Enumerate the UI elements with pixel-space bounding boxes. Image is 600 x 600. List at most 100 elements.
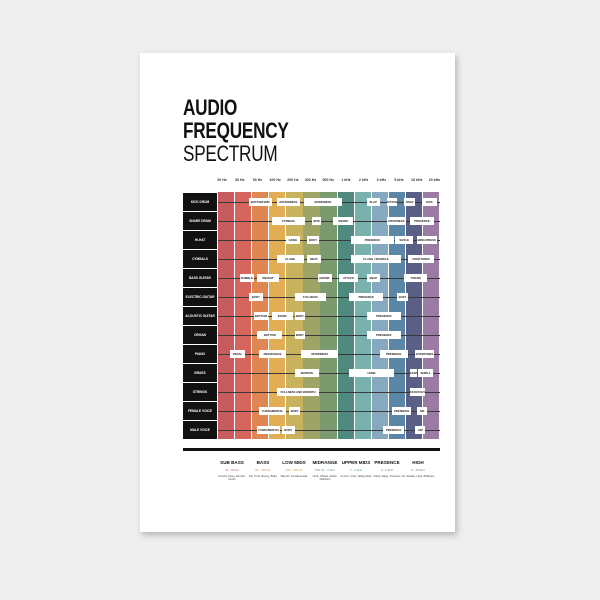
frequency-tick-label: 20 Hz xyxy=(217,178,227,182)
frequency-range-block: Growl xyxy=(317,273,332,282)
frequency-range-block: Crispness xyxy=(386,216,407,225)
instrument-label: Female Voice xyxy=(183,401,217,420)
frequency-range-block: Presence xyxy=(366,330,401,339)
row-line xyxy=(218,372,440,374)
frequency-range-block: Body xyxy=(282,425,295,434)
poster: AUDIO FREQUENCY SPECTRUM 20 Hz 30 Hz 50 Hz… xyxy=(140,53,455,532)
frequency-band: MIDRANGE 500 Hz - 2 kHz Honk, Whack, Attac… xyxy=(308,460,342,482)
frequency-range-block: Overtones xyxy=(414,349,435,358)
frequency-range-block: Overtones xyxy=(407,254,435,263)
band-description: Clarity, Edge, Presence xyxy=(373,475,401,478)
frequency-band: HIGH 6 - 20 kHz Air, Sparkle, Light, Brill… xyxy=(401,460,435,478)
instrument-label: Acoustic Guitar xyxy=(183,306,217,325)
instrument-label: Organ xyxy=(183,325,217,344)
row-line xyxy=(218,296,440,298)
frequency-range-block: Scratchy xyxy=(409,387,426,396)
frequency-range-block: Boom xyxy=(271,311,293,320)
band-name: HIGH xyxy=(412,460,424,465)
band-description: Punchy, Deep, Rumble, Depth xyxy=(218,475,246,482)
frequency-range-block: Body xyxy=(294,311,306,320)
instrument-label: Strings xyxy=(183,382,217,401)
frequency-range-block: Presence xyxy=(409,216,435,225)
band-description: Warmth, Fundamentals xyxy=(280,475,308,478)
frequency-tick-label: 2 kHz xyxy=(358,178,369,182)
frequency-range-block: Buzz xyxy=(397,292,408,301)
frequency-range-block: Presence xyxy=(382,425,405,434)
frequency-range-block: Air xyxy=(416,406,428,415)
frequency-tick-label: 10 kHz xyxy=(410,178,423,182)
frequency-range-block: Bottom End xyxy=(248,197,272,206)
frequency-range-block: Fullness and Warmth xyxy=(276,387,320,396)
frequency-chart: 20 Hz 30 Hz 50 Hz 100 Hz 200 Hz 300 Hz 500 Hz 1… xyxy=(183,178,440,448)
frequency-tick-label: 50 Hz xyxy=(252,178,263,182)
frequency-range-block: Warmth xyxy=(294,368,320,377)
frequency-range-block: Honk xyxy=(349,368,394,377)
band-name: BASS xyxy=(256,460,270,465)
frequency-tick-label: 200 Hz xyxy=(287,178,299,182)
band-name: LOW MIDS xyxy=(282,460,306,465)
row-line xyxy=(218,429,440,431)
frequency-band: BASS 60 - 250 Hz Fat, Thud, Boomy, Bulky xyxy=(246,460,280,478)
row-line xyxy=(218,391,440,393)
frequency-range-block: Shrill xyxy=(418,368,433,377)
row-line xyxy=(218,258,440,260)
frequency-range-block: Twang xyxy=(404,273,428,282)
frequency-range-block: Body xyxy=(294,330,306,339)
frequency-range-block: Snap xyxy=(404,197,415,206)
instrument-label: Cymbals xyxy=(183,249,217,268)
frequency-range-block: Clank xyxy=(276,254,304,263)
band-name: PRESENCE xyxy=(374,460,400,465)
frequency-range-block: Bottom xyxy=(253,311,269,320)
frequency-range-block: Snap xyxy=(366,273,380,282)
instrument-label: Hi-Hat xyxy=(183,230,217,249)
title-line-1: AUDIO xyxy=(183,95,238,120)
band-description: Fat, Thud, Boomy, Bulky xyxy=(248,475,278,478)
frequency-range-block: Snare xyxy=(333,216,353,225)
frequency-range-block: Muddiness xyxy=(303,197,343,206)
frequency-range-block: Fundamental xyxy=(257,425,281,434)
frequency-range-block: Rasp xyxy=(409,368,417,377)
frequency-tick-label: 1 kHz xyxy=(341,178,351,182)
band-name: UPPER MIDS xyxy=(341,460,371,465)
row-line xyxy=(218,334,440,336)
band-range: 4 - 6 kHz xyxy=(380,468,393,472)
band-range: 500 Hz - 2 kHz xyxy=(315,468,335,472)
frequency-range-block: Presence xyxy=(379,349,408,358)
frequency-tick-label: 20 kHz xyxy=(428,178,441,182)
frequency-band: UPPER MIDS 2 - 4 kHz Crunch, Crisp, Talkin… xyxy=(339,460,373,478)
instrument-label: Male Voice xyxy=(183,420,217,439)
band-description: Honk, Whack, Attack, Definition xyxy=(312,475,338,482)
frequency-range-block: Fatness xyxy=(271,216,306,225)
frequency-range-block: Fundamental xyxy=(259,406,286,415)
frequency-range-block: Bite xyxy=(312,216,322,225)
frequency-range-block: Presence xyxy=(349,292,383,301)
row-line xyxy=(218,410,440,412)
frequency-range-block: Presence xyxy=(351,235,394,244)
frequency-range-block: Sizzle xyxy=(395,235,414,244)
frequency-range-block: Air xyxy=(414,425,426,434)
frequency-band: LOW MIDS 250 - 500 Hz Warmth, Fundamentals xyxy=(277,460,311,478)
frequency-range-block: Attack xyxy=(338,273,359,282)
band-range: 6 - 20 kHz xyxy=(411,468,425,472)
row-line xyxy=(218,220,440,222)
frequency-tick-label: 5 kHz xyxy=(394,178,404,182)
frequency-range-block: Brightness xyxy=(416,235,437,244)
frequency-range-block: Muddiness xyxy=(301,349,339,358)
instrument-label: Bass Guitar xyxy=(183,268,217,287)
band-description: Air, Sparkle, Light, Brilliance xyxy=(401,475,435,478)
frequency-range-block: Attack xyxy=(386,197,398,206)
frequency-range-block: Roundness xyxy=(276,197,300,206)
frequency-range-block: Presence xyxy=(391,406,412,415)
frequency-tick-label: 500 Hz xyxy=(322,178,334,182)
frequency-tick-label: 100 Hz xyxy=(269,178,281,182)
title-line-3: SPECTRUM xyxy=(183,141,278,166)
band-description: Crunch, Crisp, Talking Rain xyxy=(340,475,372,478)
frequency-band: PRESENCE 4 - 6 kHz Clarity, Edge, Presence xyxy=(370,460,404,478)
base-bar xyxy=(183,448,440,451)
frequency-tick-label: 300 Hz xyxy=(304,178,317,182)
instrument-label: Snare Drum xyxy=(183,211,217,230)
title-line-2: FREQUENCY xyxy=(183,118,289,143)
row-line xyxy=(218,315,440,317)
frequency-bands-legend: SUB BASS 20 - 60 Hz Punchy, Deep, Rumble, … xyxy=(200,460,450,500)
frequency-range-block: Meat xyxy=(306,254,322,263)
